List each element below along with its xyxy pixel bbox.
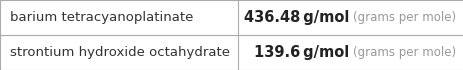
Text: (grams per mole): (grams per mole) — [352, 46, 455, 59]
Text: barium tetracyanoplatinate: barium tetracyanoplatinate — [10, 11, 193, 24]
Text: 436.48 g/mol: 436.48 g/mol — [243, 10, 348, 25]
Text: 139.6 g/mol: 139.6 g/mol — [253, 45, 348, 60]
Text: (grams per mole): (grams per mole) — [352, 11, 455, 24]
Text: strontium hydroxide octahydrate: strontium hydroxide octahydrate — [10, 46, 230, 59]
